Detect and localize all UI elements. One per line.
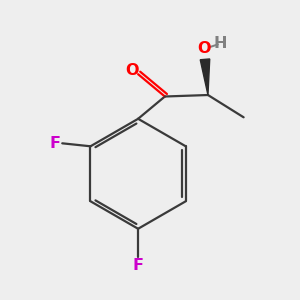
Polygon shape: [200, 59, 210, 95]
Text: O: O: [125, 63, 138, 78]
Text: H: H: [214, 36, 227, 51]
Text: F: F: [133, 258, 144, 273]
Text: F: F: [49, 136, 60, 151]
Text: O: O: [198, 40, 211, 56]
